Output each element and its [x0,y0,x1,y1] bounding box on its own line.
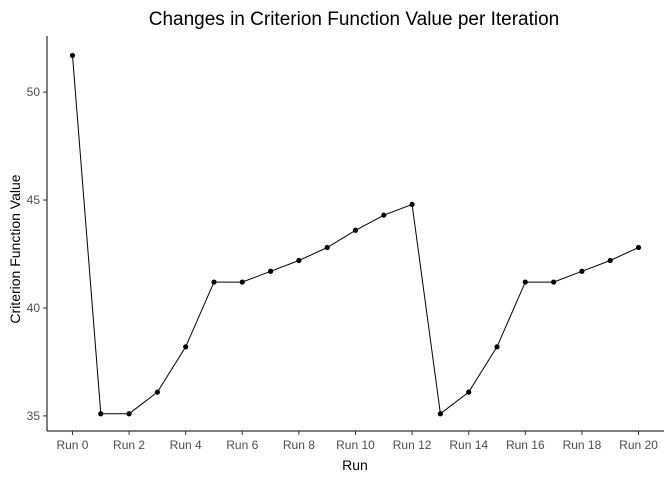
x-axis-label: Run [342,457,368,473]
chart-title: Changes in Criterion Function Value per … [149,9,560,30]
x-tick-label: Run 6 [226,438,258,452]
data-point [69,52,76,59]
data-point [352,227,359,233]
data-point [551,279,557,285]
x-tick-label: Run 4 [170,438,202,452]
x-tick-label: Run 20 [619,438,658,452]
data-point [579,268,585,274]
y-tick-label: 45 [27,193,41,207]
series-line [72,55,639,415]
x-tick-label: Run 18 [563,438,602,452]
x-tick-label: Run 8 [283,438,315,452]
data-point [183,344,189,350]
x-tick-label: Run 12 [393,438,432,452]
data-point [154,389,160,395]
data-point [635,244,642,251]
y-tick-label: 50 [27,85,41,99]
data-point [324,244,330,251]
data-point [409,201,415,207]
data-point [522,279,528,285]
data-point [98,411,104,417]
y-axis-label: Criterion Function Value [7,174,23,323]
data-point [239,279,245,285]
data-point [211,279,217,285]
y-axis-ticks: 35 40 45 50 [27,85,47,423]
data-point [494,344,500,350]
data-point [437,411,444,417]
x-tick-label: Run 16 [506,438,545,452]
x-tick-label: Run 0 [56,438,88,452]
data-points [69,52,642,417]
x-tick-label: Run 2 [113,438,145,452]
y-tick-label: 40 [27,301,41,315]
data-point [126,411,132,417]
data-point [466,389,472,395]
x-tick-label: Run 10 [336,438,375,452]
y-tick-label: 35 [27,409,41,423]
x-axis-ticks: Run 0 Run 2 Run 4 Run 6 Run 8 Run 10 Run 12 Run… [56,431,658,452]
data-point [607,257,613,264]
data-point [381,212,387,218]
data-point [296,257,302,264]
data-point [267,268,274,274]
x-tick-label: Run 14 [449,438,488,452]
